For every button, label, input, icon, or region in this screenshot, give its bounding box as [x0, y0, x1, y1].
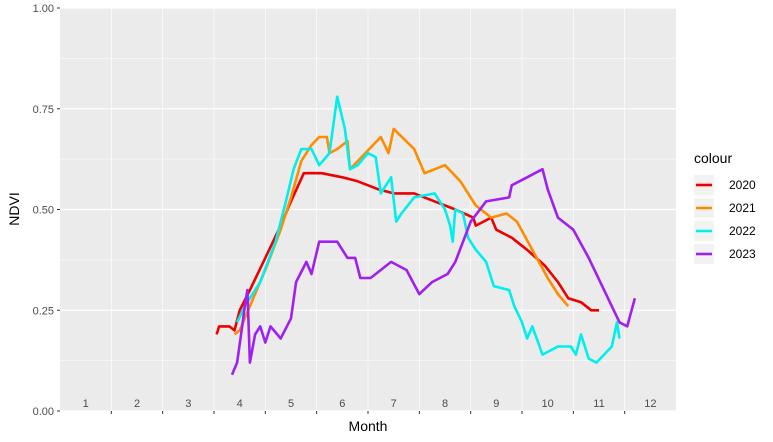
legend-label-2021: 2021: [729, 201, 756, 215]
legend: colour 2020 2021 2022 2023: [694, 150, 756, 264]
y-tick-label: 0.00: [33, 406, 54, 418]
x-tick-label: 1: [83, 398, 89, 410]
legend-label-2023: 2023: [729, 247, 756, 261]
y-tick-label: 0.50: [33, 205, 54, 217]
y-tick-label: 1.00: [33, 3, 54, 15]
y-tick-label: 0.25: [33, 305, 54, 317]
x-tick-label: 7: [391, 398, 397, 410]
series-line-2023: [230, 167, 637, 376]
legend-label-2022: 2022: [729, 224, 756, 238]
x-tick-label: 11: [593, 398, 604, 410]
x-tick-label: 9: [493, 398, 499, 410]
x-tick-label: 12: [644, 398, 656, 410]
y-axis: 0.00 0.25 0.50 0.75 1.00: [33, 3, 60, 418]
x-tick-label: 4: [237, 398, 243, 410]
x-tick-label: 5: [288, 398, 294, 410]
legend-title: colour: [694, 150, 732, 166]
x-tick-label: 10: [542, 398, 554, 410]
y-tick-label: 0.75: [33, 104, 54, 116]
y-axis-title: NDVI: [6, 192, 22, 225]
x-tick-label: 8: [442, 398, 448, 410]
legend-label-2020: 2020: [729, 178, 756, 192]
x-tick-label: 2: [134, 398, 140, 410]
x-tick-label: 3: [185, 398, 191, 410]
x-axis-title: Month: [349, 418, 388, 434]
series-line-2022: [235, 95, 621, 364]
x-tick-label: 6: [339, 398, 345, 410]
x-axis: 1 2 3 4 5 6 7 8 9 10 11 12: [83, 398, 656, 414]
series-line-2021: [233, 127, 570, 336]
series-layer: [215, 95, 637, 376]
